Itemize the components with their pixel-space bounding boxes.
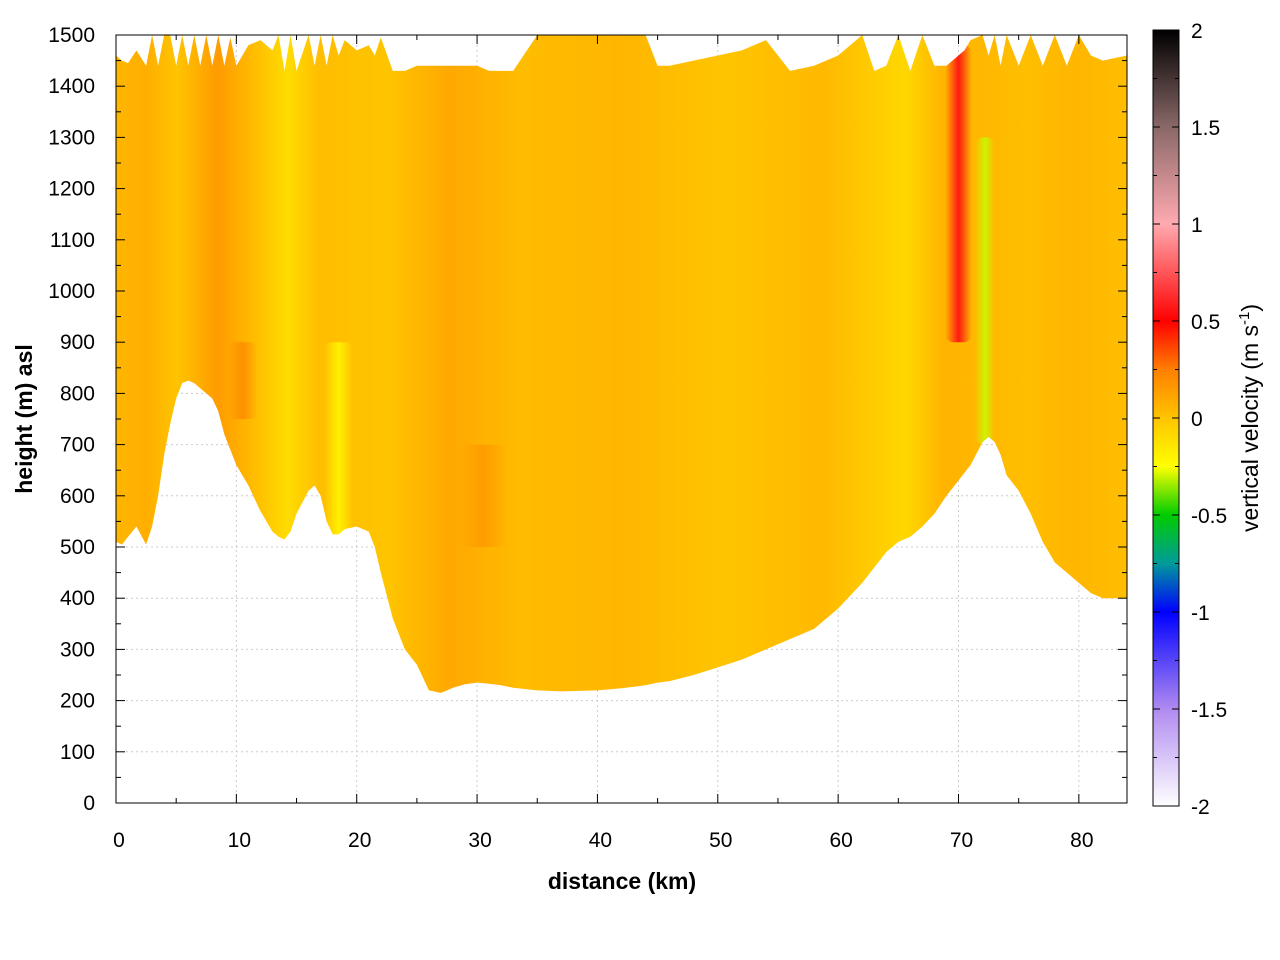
velocity-feature (945, 45, 972, 343)
velocity-field (116, 35, 1127, 693)
y-tick-label: 1400 (48, 75, 95, 98)
colorbar-tick-label: 2 (1191, 20, 1203, 43)
y-tick-label: 1200 (48, 178, 95, 201)
velocity-feature (324, 342, 354, 537)
colorbar-title: vertical velocity (m s-1) (1236, 304, 1263, 532)
velocity-feature (459, 444, 508, 547)
y-tick-label: 500 (60, 536, 95, 559)
y-tick-label: 400 (60, 587, 95, 610)
field-fill (116, 35, 1127, 693)
colorbar-tick-label: 1 (1191, 214, 1203, 237)
colorbar-tick-label: 0 (1191, 408, 1203, 431)
y-tick-label: 300 (60, 638, 95, 661)
y-tick-label: 800 (60, 382, 95, 405)
y-tick-label: 100 (60, 741, 95, 764)
colorbar: 2 1.5 1 0.5 0 -0.5 -1 -1.5 -2 vertical velocity … (1152, 20, 1263, 819)
x-tick-label: 20 (348, 829, 371, 852)
colorbar-title-close: ) (1237, 304, 1263, 312)
colorbar-tick-label: -1.5 (1191, 699, 1227, 722)
x-tick-label: 40 (589, 829, 612, 852)
colorbar-tick-label: -1 (1191, 602, 1210, 625)
colorbar-tick-label: 1.5 (1191, 117, 1220, 140)
colorbar-title-sup: -1 (1236, 312, 1253, 325)
y-tick-label: 200 (60, 690, 95, 713)
y-tick-label: 1300 (48, 126, 95, 149)
colorbar-ticks: 2 1.5 1 0.5 0 -0.5 -1 -1.5 -2 (1153, 20, 1227, 819)
y-tick-label: 1500 (48, 24, 95, 47)
y-tick-label: 600 (60, 485, 95, 508)
x-tick-label: 70 (950, 829, 973, 852)
x-tick-label: 0 (113, 829, 125, 852)
velocity-feature (975, 137, 995, 445)
plot-area: 0 10 20 30 40 50 60 70 80 0 100 200 300 400 500 600 700… (48, 24, 1128, 852)
colorbar-title-main: vertical velocity (m s (1237, 325, 1263, 532)
y-tick-label: 700 (60, 434, 95, 457)
y-ticks: 0 100 200 300 400 500 600 700 800 900 1000 1100 1200… (48, 24, 1127, 815)
x-tick-label: 60 (829, 829, 852, 852)
colorbar-tick-label: -2 (1191, 796, 1210, 819)
x-axis-title: distance (km) (548, 868, 696, 894)
x-tick-label: 10 (228, 829, 251, 852)
y-tick-label: 900 (60, 331, 95, 354)
x-tick-label: 50 (709, 829, 732, 852)
colorbar-tick-label: -0.5 (1191, 505, 1227, 528)
y-tick-label: 0 (83, 792, 95, 815)
x-tick-label: 80 (1070, 829, 1093, 852)
colorbar-tick-label: 0.5 (1191, 311, 1220, 334)
y-tick-label: 1100 (50, 229, 95, 252)
x-ticks: 0 10 20 30 40 50 60 70 80 (113, 35, 1094, 852)
y-axis-title: height (m) asl (11, 344, 37, 494)
velocity-feature (227, 342, 258, 419)
x-tick-label: 30 (468, 829, 491, 852)
y-tick-label: 1000 (48, 280, 95, 303)
